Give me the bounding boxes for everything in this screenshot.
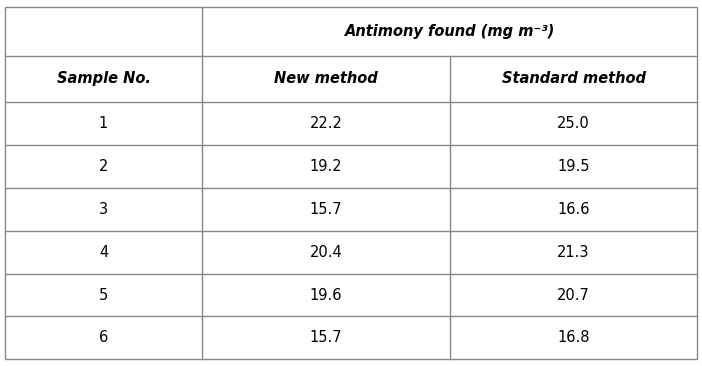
Text: 16.6: 16.6 xyxy=(557,202,590,217)
Text: 19.6: 19.6 xyxy=(310,288,343,303)
Text: 20.4: 20.4 xyxy=(310,244,343,259)
Text: 20.7: 20.7 xyxy=(557,288,590,303)
Text: 22.2: 22.2 xyxy=(310,116,343,131)
Text: 16.8: 16.8 xyxy=(557,330,590,346)
Text: 2: 2 xyxy=(99,159,108,174)
Text: Antimony found (mg m⁻³): Antimony found (mg m⁻³) xyxy=(345,24,555,39)
Text: 5: 5 xyxy=(99,288,108,303)
Text: 15.7: 15.7 xyxy=(310,330,343,346)
Text: 25.0: 25.0 xyxy=(557,116,590,131)
Text: 15.7: 15.7 xyxy=(310,202,343,217)
Text: 1: 1 xyxy=(99,116,108,131)
Text: Sample No.: Sample No. xyxy=(57,71,150,86)
Text: 3: 3 xyxy=(99,202,108,217)
Text: Standard method: Standard method xyxy=(501,71,646,86)
Text: 19.5: 19.5 xyxy=(557,159,590,174)
Text: 21.3: 21.3 xyxy=(557,244,590,259)
Text: 19.2: 19.2 xyxy=(310,159,343,174)
Text: New method: New method xyxy=(274,71,378,86)
Text: 4: 4 xyxy=(99,244,108,259)
Text: 6: 6 xyxy=(99,330,108,346)
